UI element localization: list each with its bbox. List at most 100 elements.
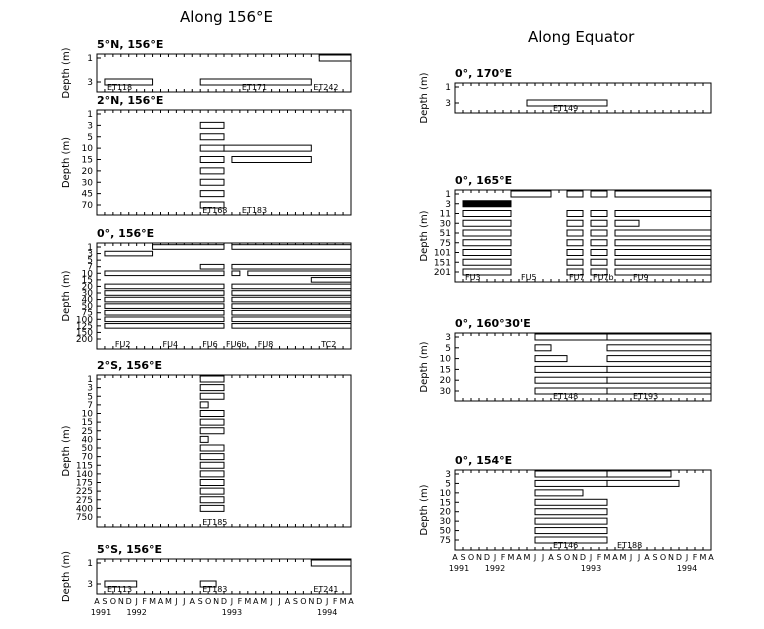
month-label: A xyxy=(190,597,196,606)
depth-label: 1 xyxy=(87,375,93,385)
record-bar xyxy=(606,333,712,341)
year-label: 1993 xyxy=(222,608,242,617)
month-label: N xyxy=(213,597,219,606)
month-label: N xyxy=(572,553,578,562)
record-bar xyxy=(534,489,584,497)
record-bar xyxy=(199,392,225,400)
month-label: J xyxy=(174,597,177,606)
depth-label: 10 xyxy=(82,144,94,154)
record-bar xyxy=(104,323,225,329)
month-label: O xyxy=(205,597,211,606)
depth-label: 10 xyxy=(440,355,452,365)
month-label: S xyxy=(460,553,465,562)
depth-label: 40 xyxy=(82,296,94,306)
depth-label: 100 xyxy=(76,315,93,325)
month-label: J xyxy=(269,597,272,606)
depth-label: 1 xyxy=(445,83,451,93)
record-bar xyxy=(231,309,352,316)
record-bar xyxy=(590,258,608,266)
depth-label: 275 xyxy=(76,496,93,506)
y-axis-label: Depth (m) xyxy=(61,137,72,188)
y-axis-label: Depth (m) xyxy=(61,47,72,98)
month-label: J xyxy=(533,553,536,562)
month-label: J xyxy=(637,553,640,562)
deployment-label: FU8 xyxy=(258,340,274,349)
depth-label: 15 xyxy=(82,418,93,428)
record-bar xyxy=(199,167,225,175)
deployment-label: ET168 xyxy=(202,206,227,215)
deployment-label: FU6 xyxy=(202,340,218,349)
month-label: F xyxy=(333,597,338,606)
y-axis-label: Depth (m) xyxy=(419,484,430,535)
record-bar xyxy=(199,479,225,486)
record-bar xyxy=(152,244,225,250)
record-bar xyxy=(534,508,608,516)
record-bar xyxy=(534,355,568,363)
month-label: N xyxy=(308,597,314,606)
record-bar xyxy=(199,470,225,478)
record-bar xyxy=(606,387,712,395)
deployment-label: FU7b xyxy=(593,273,614,282)
depth-label: 201 xyxy=(434,268,451,278)
month-label: S xyxy=(293,597,298,606)
month-label: M xyxy=(508,553,515,562)
record-bar xyxy=(231,156,312,163)
record-bar xyxy=(104,316,225,323)
record-bar xyxy=(462,239,512,247)
record-bar xyxy=(318,54,352,62)
left-column-heading: Along 156°E xyxy=(180,8,274,26)
month-label: F xyxy=(238,597,243,606)
depth-label: 20 xyxy=(440,376,452,386)
depth-label: 10 xyxy=(440,489,452,499)
month-label: J xyxy=(182,597,185,606)
right-column-heading: Along Equator xyxy=(528,28,635,46)
depth-label: 30 xyxy=(440,387,452,397)
depth-label: 15 xyxy=(440,365,451,375)
depth-label: 15 xyxy=(82,156,93,166)
record-bar xyxy=(462,219,512,227)
depth-label: 3 xyxy=(87,384,93,394)
depth-label: 7 xyxy=(87,263,93,273)
month-label: A xyxy=(548,553,554,562)
deployment-label: ET146 xyxy=(553,541,578,550)
deployment-label: ET113 xyxy=(107,585,132,594)
month-label: D xyxy=(221,597,227,606)
month-label: A xyxy=(708,553,714,562)
month-label: J xyxy=(277,597,280,606)
month-label: J xyxy=(493,553,496,562)
record-bar xyxy=(590,239,608,247)
record-bar xyxy=(526,99,608,107)
record-bar xyxy=(199,453,225,461)
record-bar xyxy=(462,200,512,208)
record-bar xyxy=(462,229,512,237)
record-bar xyxy=(199,418,225,426)
month-label: D xyxy=(676,553,682,562)
depth-label: 140 xyxy=(76,470,93,480)
y-axis-label: Depth (m) xyxy=(419,72,430,123)
deployment-label: ET183 xyxy=(202,585,227,594)
record-bar xyxy=(534,376,608,384)
depth-label: 1 xyxy=(87,559,93,569)
month-label: M xyxy=(620,553,627,562)
deployment-label: ET188 xyxy=(617,541,642,550)
deployment-label: FU2 xyxy=(115,340,131,349)
month-label: J xyxy=(325,597,328,606)
record-bar xyxy=(590,229,608,237)
record-bar xyxy=(199,375,225,383)
depth-label: 3 xyxy=(445,200,451,210)
record-bar xyxy=(199,401,209,409)
record-bar xyxy=(534,527,608,535)
month-label: O xyxy=(300,597,306,606)
record-bar xyxy=(614,210,712,217)
depth-label: 3 xyxy=(87,78,93,88)
record-bar xyxy=(606,344,712,352)
depth-label: 75 xyxy=(82,309,93,319)
depth-label: 5 xyxy=(445,479,451,489)
month-label: N xyxy=(476,553,482,562)
depth-label: 20 xyxy=(82,167,94,177)
record-bar xyxy=(231,270,241,277)
depth-label: 45 xyxy=(82,190,93,200)
year-label: 1991 xyxy=(91,608,111,617)
y-axis-label: Depth (m) xyxy=(419,210,430,261)
